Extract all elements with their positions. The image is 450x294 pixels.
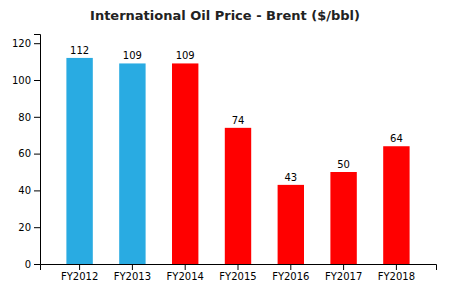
y-tick-mark [34, 80, 40, 81]
x-tick-label: FY2016 [272, 271, 309, 282]
y-tick-label: 120 [12, 38, 31, 49]
x-tick-mark [79, 264, 80, 270]
x-tick-label: FY2013 [114, 271, 151, 282]
y-tick-mark [34, 43, 40, 44]
y-tick-label: 60 [18, 148, 31, 159]
x-tick: FY2015 [219, 264, 256, 282]
x-tick: FY2012 [61, 264, 98, 282]
bar [225, 128, 251, 264]
y-tick-label: 100 [12, 75, 31, 86]
x-tick: FY2017 [325, 264, 362, 282]
data-label: 74 [232, 115, 245, 126]
x-axis-line [41, 265, 437, 271]
x-tick: FY2014 [167, 264, 204, 282]
x-tick-mark [238, 264, 239, 270]
y-tick-label: 80 [18, 112, 31, 123]
bar [66, 58, 92, 264]
y-axis: 0 20 40 60 80 100 120 [12, 35, 41, 270]
y-tick: 40 [18, 185, 40, 196]
data-label: 109 [176, 50, 195, 61]
x-tick-mark [343, 264, 344, 270]
bar [278, 185, 304, 264]
y-tick-label: 40 [18, 185, 31, 196]
x-tick: FY2016 [272, 264, 309, 282]
bar [330, 172, 356, 264]
y-axis-line [34, 35, 41, 265]
y-tick-mark [34, 117, 40, 118]
bars [66, 58, 409, 264]
x-tick-label: FY2015 [219, 271, 256, 282]
bar [119, 63, 145, 264]
x-tick: FY2018 [378, 264, 415, 282]
y-tick-mark [34, 154, 40, 155]
data-labels: 112 109 109 74 43 50 64 [70, 45, 403, 183]
data-label: 109 [123, 50, 142, 61]
x-tick-mark [290, 264, 291, 270]
data-label: 112 [70, 45, 89, 56]
y-tick-label: 20 [18, 222, 31, 233]
plot: 020406080100120FY2012FY2013FY2014FY2015F… [12, 35, 437, 283]
y-tick: 60 [18, 148, 40, 159]
data-label: 64 [390, 133, 403, 144]
y-tick: 80 [18, 112, 40, 123]
x-axis: FY2012 FY2013 FY2014 FY2015 FY2016 FY2017 FY20… [41, 264, 437, 282]
x-tick-label: FY2017 [325, 271, 362, 282]
data-label: 50 [337, 159, 350, 170]
y-tick-mark [34, 227, 40, 228]
y-tick: 0 [25, 259, 40, 270]
data-label: 43 [284, 172, 297, 183]
x-tick-mark [396, 264, 397, 270]
bar [383, 146, 409, 264]
x-tick-label: FY2018 [378, 271, 415, 282]
x-tick-label: FY2014 [167, 271, 204, 282]
title: International Oil Price - Brent ($/bbl) [90, 8, 360, 23]
chart: International Oil Price - Brent ($/bbl) 0… [0, 0, 450, 294]
x-tick-label: FY2012 [61, 271, 98, 282]
y-tick: 120 [12, 38, 40, 49]
y-tick: 100 [12, 75, 40, 86]
x-tick-mark [185, 264, 186, 270]
y-tick-mark [34, 190, 40, 191]
y-tick: 20 [18, 222, 40, 233]
y-tick-mark [34, 264, 40, 265]
x-tick-mark [132, 264, 133, 270]
bar [172, 63, 198, 264]
x-tick: FY2013 [114, 264, 151, 282]
y-tick-label: 0 [25, 259, 31, 270]
